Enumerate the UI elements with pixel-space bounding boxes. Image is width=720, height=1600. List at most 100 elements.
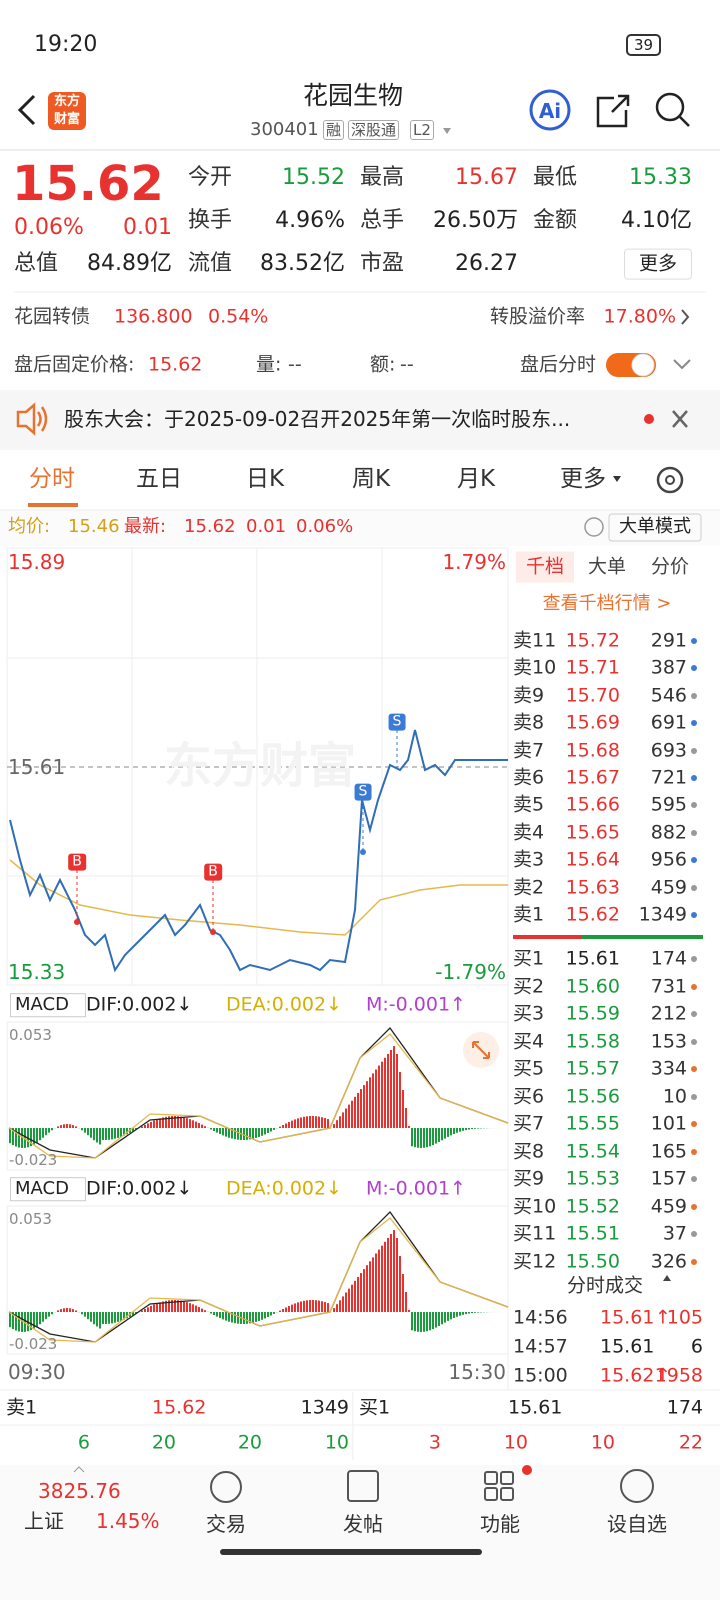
- tab[interactable]: 周K: [351, 466, 391, 493]
- macd-bar: [444, 1312, 446, 1323]
- macd-bar: [141, 1126, 143, 1128]
- search-icon[interactable]: [655, 92, 685, 122]
- watermark: 东方财富: [163, 738, 357, 795]
- level-dot: [691, 747, 697, 754]
- macd-top: 0.053: [9, 1026, 52, 1044]
- macd-bar: [273, 1312, 275, 1314]
- after-price: 15.62: [148, 353, 203, 376]
- macd-bar: [363, 1269, 365, 1312]
- notice-band: [0, 390, 720, 450]
- func-icon: [484, 1471, 514, 1501]
- tab[interactable]: 月K: [456, 466, 496, 493]
- level-volume: 731: [650, 975, 687, 998]
- home-indicator: [220, 1549, 482, 1555]
- trade-marker: S: [354, 783, 372, 801]
- share-icon[interactable]: [596, 94, 630, 128]
- book-tab[interactable]: 分价: [650, 555, 690, 578]
- macd-bar: [150, 1121, 152, 1128]
- macd-bar: [315, 1116, 317, 1128]
- macd-bar: [441, 1312, 443, 1325]
- latest-label: 最新:: [124, 516, 167, 538]
- macd-bar: [447, 1128, 449, 1137]
- level-dot: [691, 857, 697, 864]
- tab[interactable]: 更多: [560, 466, 606, 493]
- settings-icon[interactable]: [656, 466, 684, 494]
- trade-marker: B: [68, 853, 86, 871]
- y-min: 15.33: [8, 960, 66, 984]
- more-button[interactable]: 更多: [623, 248, 692, 280]
- nav-item[interactable]: 发帖: [343, 1512, 383, 1536]
- macd-bar: [399, 1256, 401, 1312]
- after-vol: --: [288, 353, 302, 376]
- macd-name[interactable]: MACD: [10, 1177, 86, 1201]
- tab[interactable]: 分时: [29, 466, 75, 493]
- notice[interactable]: 股东大会：于2025-09-02召开2025年第一次临时股东...: [64, 407, 571, 431]
- level-dot: [691, 665, 697, 672]
- back-icon[interactable]: [17, 94, 36, 126]
- field-label: 最低: [533, 164, 578, 190]
- trade-dir: ↑: [655, 1364, 671, 1387]
- sell-bar: [513, 935, 581, 939]
- field-value: 15.33: [629, 164, 692, 190]
- tab[interactable]: 日K: [245, 466, 285, 493]
- macd-bar: [459, 1128, 461, 1132]
- macd-bar: [336, 1120, 338, 1128]
- level-price: 15.64: [565, 848, 620, 871]
- expand-icon[interactable]: [673, 359, 691, 370]
- macd-bar: [72, 1309, 74, 1312]
- macd-bar: [189, 1119, 191, 1128]
- macd-bar: [366, 1081, 368, 1128]
- nav-item[interactable]: 交易: [206, 1512, 246, 1536]
- macd-bar: [300, 1301, 302, 1312]
- chevron[interactable]: [681, 309, 690, 325]
- macd-bar: [279, 1126, 281, 1128]
- macd-bar: [111, 1128, 113, 1140]
- level-price: 15.65: [565, 821, 620, 844]
- macd-bar: [345, 1292, 347, 1312]
- tab[interactable]: 五日: [136, 466, 182, 493]
- level-price: 15.67: [565, 766, 620, 789]
- nav-item[interactable]: 功能: [480, 1512, 520, 1536]
- macd-bar: [390, 1234, 392, 1312]
- macd-name[interactable]: MACD: [10, 993, 86, 1017]
- help-icon[interactable]: [584, 517, 604, 537]
- level-volume: 10: [662, 1085, 687, 1108]
- mode[interactable]: 大单模式: [619, 516, 691, 538]
- level-dot: [691, 802, 697, 809]
- chart-grid: [6, 547, 509, 1390]
- last-price: 15.62: [12, 156, 164, 213]
- macd-bar: [63, 1308, 65, 1312]
- macd-bar: [384, 1057, 386, 1128]
- macd-bar: [351, 1284, 353, 1312]
- macd-bar: [99, 1128, 101, 1145]
- level-label: 卖3: [513, 848, 545, 871]
- ai-icon[interactable]: [529, 89, 571, 131]
- macd-bar: [222, 1312, 224, 1320]
- level-volume: 326: [650, 1250, 687, 1273]
- macd-bar: [21, 1128, 23, 1148]
- ref-price: 15.61: [8, 755, 66, 779]
- macd-bar: [243, 1312, 245, 1324]
- level-volume: 165: [650, 1140, 687, 1163]
- macd-bar: [450, 1128, 452, 1136]
- close-icon[interactable]: [672, 410, 688, 428]
- level-label: 卖11: [513, 629, 557, 652]
- trade-price: 15.61: [600, 1335, 655, 1358]
- nav-item[interactable]: 设自选: [607, 1512, 667, 1536]
- macd-bar: [60, 1125, 62, 1128]
- macd-bar: [396, 1238, 398, 1312]
- macd-bar: [474, 1312, 476, 1313]
- mode-button[interactable]: [608, 513, 702, 542]
- book-link[interactable]: 查看千档行情 >: [542, 593, 672, 615]
- macd-bar: [120, 1128, 122, 1137]
- watch-icon: [620, 1469, 654, 1503]
- macd-bar: [255, 1128, 257, 1138]
- level-label: 卖2: [513, 876, 545, 899]
- battery: 39: [626, 34, 662, 56]
- macd-bar: [39, 1128, 41, 1141]
- macd-bar: [459, 1312, 461, 1316]
- macd-bar: [45, 1128, 47, 1136]
- book-tab[interactable]: 大单: [587, 555, 627, 578]
- macd-dif: DIF:0.002↓: [86, 993, 193, 1016]
- book-tab[interactable]: 千档: [515, 551, 575, 583]
